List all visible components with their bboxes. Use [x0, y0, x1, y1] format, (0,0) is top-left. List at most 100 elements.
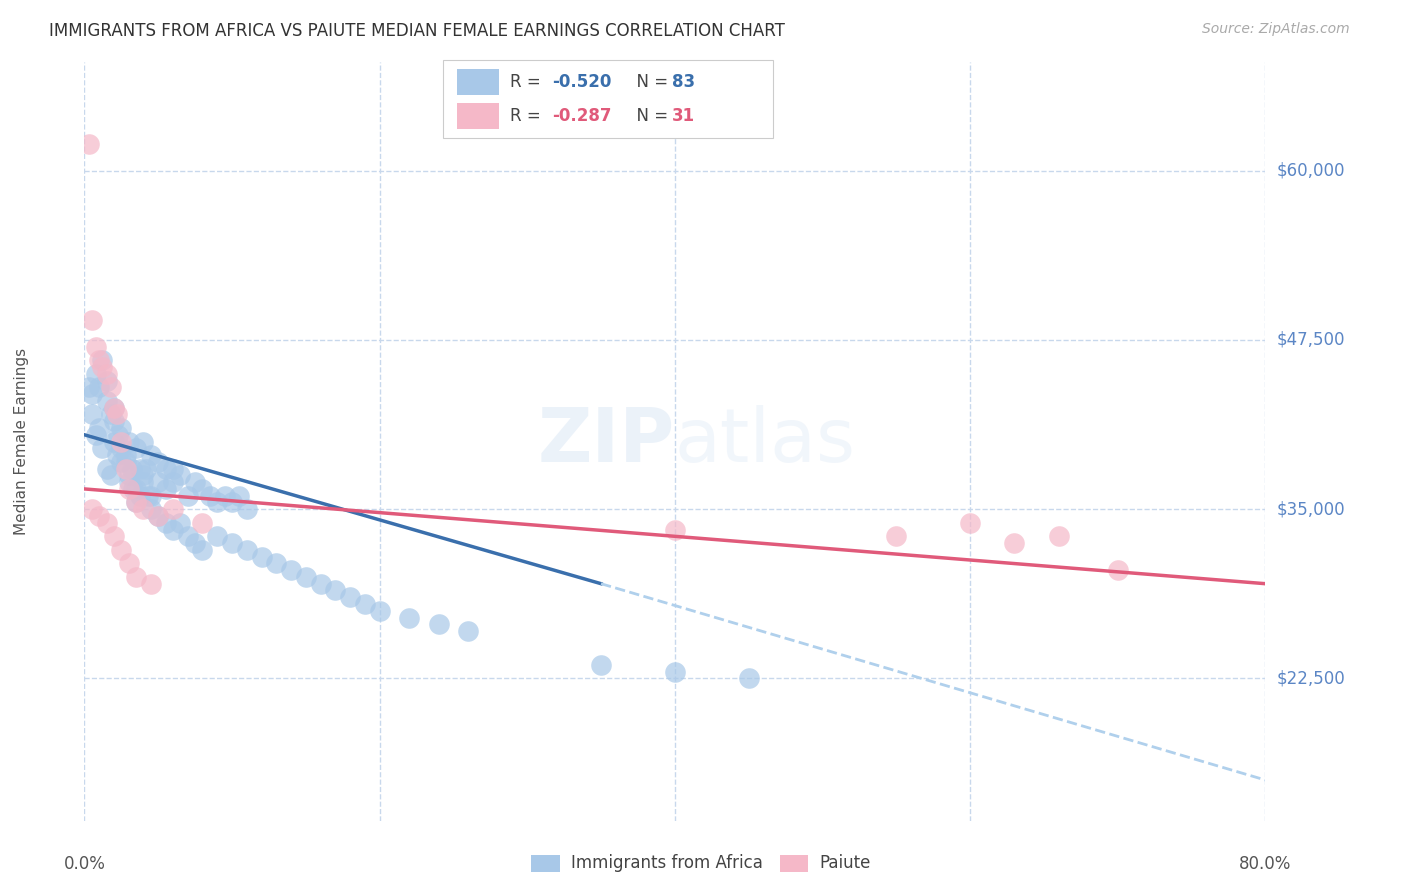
Point	[136, 489, 159, 503]
Point	[162, 475, 184, 490]
Point	[339, 591, 361, 605]
Point	[100, 408, 122, 422]
Point	[309, 576, 332, 591]
Point	[354, 597, 377, 611]
Point	[91, 442, 114, 456]
Point	[959, 516, 981, 530]
Point	[155, 482, 177, 496]
Point	[84, 427, 107, 442]
Text: Median Female Earnings: Median Female Earnings	[14, 348, 30, 535]
Point	[228, 489, 250, 503]
Point	[96, 516, 118, 530]
Point	[110, 421, 132, 435]
Point	[457, 624, 479, 639]
Text: atlas: atlas	[675, 405, 856, 478]
Point	[207, 529, 229, 543]
Point	[80, 312, 103, 326]
Point	[139, 502, 162, 516]
Point	[280, 563, 302, 577]
Point	[155, 461, 177, 475]
Text: N =: N =	[626, 73, 673, 91]
Point	[738, 672, 761, 686]
Point	[103, 414, 125, 428]
Point	[214, 489, 236, 503]
Text: IMMIGRANTS FROM AFRICA VS PAIUTE MEDIAN FEMALE EARNINGS CORRELATION CHART: IMMIGRANTS FROM AFRICA VS PAIUTE MEDIAN …	[49, 22, 785, 40]
Point	[118, 468, 141, 483]
Point	[148, 475, 170, 490]
Point	[135, 461, 157, 475]
Point	[121, 461, 143, 475]
Point	[110, 455, 132, 469]
Text: $35,000: $35,000	[1277, 500, 1346, 518]
Point	[91, 360, 114, 375]
Point	[96, 367, 118, 381]
Point	[236, 542, 259, 557]
Point	[125, 495, 148, 509]
Text: 80.0%: 80.0%	[1239, 855, 1292, 873]
Text: 31: 31	[672, 107, 695, 125]
Point	[103, 434, 125, 449]
Point	[591, 657, 613, 672]
Text: Source: ZipAtlas.com: Source: ZipAtlas.com	[1202, 22, 1350, 37]
Point	[118, 482, 141, 496]
Point	[198, 489, 221, 503]
Point	[110, 442, 132, 456]
Point	[427, 617, 450, 632]
Point	[80, 502, 103, 516]
Point	[664, 523, 686, 537]
Point	[139, 489, 162, 503]
Point	[84, 340, 107, 354]
Text: ZIP: ZIP	[537, 405, 675, 478]
Point	[114, 448, 136, 462]
Point	[77, 136, 100, 151]
Point	[118, 557, 141, 571]
Point	[886, 529, 908, 543]
Point	[103, 401, 125, 415]
Point	[162, 461, 184, 475]
Point	[184, 475, 207, 490]
Point	[125, 442, 148, 456]
Point	[107, 427, 129, 442]
Point	[132, 434, 155, 449]
Point	[118, 475, 141, 490]
Point	[129, 461, 152, 475]
Point	[122, 482, 145, 496]
Point	[96, 374, 118, 388]
Point	[77, 380, 100, 394]
Point	[266, 557, 288, 571]
Point	[148, 455, 170, 469]
Point	[191, 482, 214, 496]
Text: 0.0%: 0.0%	[63, 855, 105, 873]
Point	[132, 468, 155, 483]
Point	[80, 408, 103, 422]
Point	[87, 380, 111, 394]
Point	[177, 489, 200, 503]
Text: R =: R =	[510, 73, 547, 91]
Point	[162, 523, 184, 537]
Text: Immigrants from Africa: Immigrants from Africa	[571, 855, 762, 872]
Point	[398, 610, 420, 624]
Point	[100, 380, 122, 394]
Text: $60,000: $60,000	[1277, 161, 1346, 180]
Point	[125, 570, 148, 584]
Point	[91, 353, 114, 368]
Point	[1047, 529, 1070, 543]
Point	[155, 516, 177, 530]
Point	[87, 508, 111, 523]
Point	[162, 502, 184, 516]
Point	[110, 542, 132, 557]
Point	[236, 502, 259, 516]
Point	[664, 665, 686, 679]
Point	[295, 570, 318, 584]
Point	[129, 489, 152, 503]
Point	[103, 401, 125, 415]
Point	[110, 434, 132, 449]
Point	[125, 482, 148, 496]
Text: Paiute: Paiute	[820, 855, 872, 872]
Point	[1004, 536, 1026, 550]
Point	[1107, 563, 1129, 577]
Point	[84, 367, 107, 381]
Point	[221, 495, 243, 509]
Point	[105, 408, 128, 422]
Point	[103, 529, 125, 543]
